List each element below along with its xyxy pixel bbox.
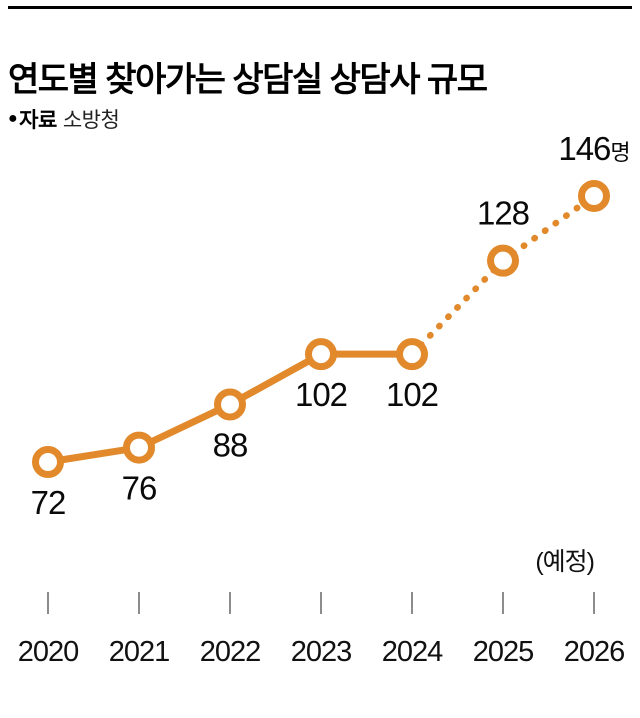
x-label-2023: 2023	[291, 636, 352, 668]
data-point-2021	[123, 431, 155, 464]
x-label-2026: 2026	[564, 636, 625, 668]
data-point-2024	[396, 338, 428, 371]
data-point-2020	[32, 446, 64, 478]
value-label-2021: 76	[122, 470, 157, 507]
data-point-2026	[578, 179, 610, 212]
source-label: 자료	[19, 109, 57, 132]
x-label-2020: 2020	[18, 636, 79, 668]
data-point-2022	[214, 388, 246, 421]
top-border-rule	[8, 6, 632, 9]
value-label-2026: 146명	[558, 130, 629, 167]
value-label-2020: 72	[31, 484, 66, 521]
projection-note: (예정)	[535, 548, 594, 576]
value-label-2024: 102	[386, 376, 438, 413]
value-label-2023: 102	[295, 376, 347, 413]
x-label-2024: 2024	[382, 636, 443, 668]
data-point-2025	[487, 244, 519, 277]
bullet-icon: ●	[8, 110, 18, 127]
x-label-2021: 2021	[109, 636, 170, 668]
value-label-2022: 88	[213, 426, 248, 463]
chart-title: 연도별 찾아가는 상담실 상담사 규모	[8, 61, 488, 99]
source-value: 소방청	[62, 109, 120, 132]
source-row: ● 자료 소방청	[8, 104, 120, 134]
value-label-2025: 128	[477, 195, 529, 232]
data-point-2023	[305, 338, 337, 371]
x-label-2022: 2022	[200, 636, 261, 668]
x-label-2025: 2025	[473, 636, 534, 668]
